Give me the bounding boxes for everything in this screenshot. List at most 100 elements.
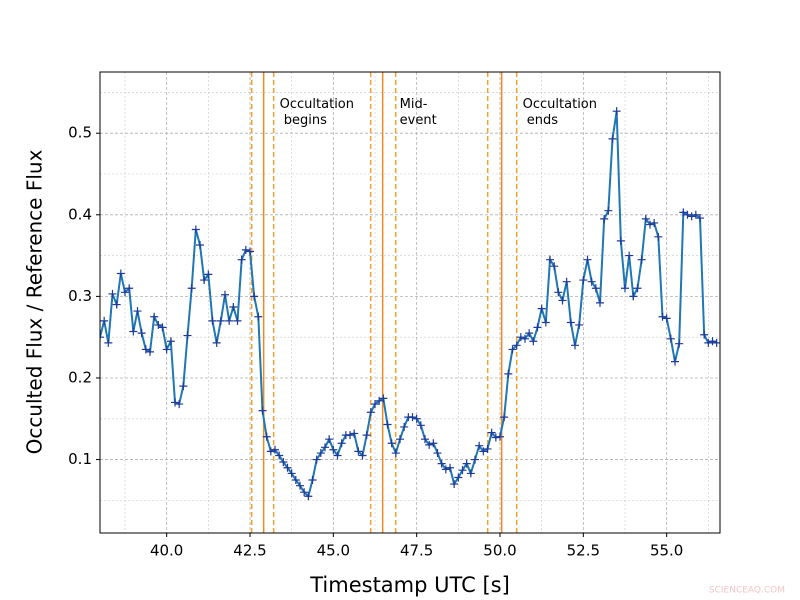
y-tick-label: 0.4 [68,205,92,223]
point-marker [421,435,429,444]
point-marker [475,441,484,450]
point-marker [379,394,388,403]
point-marker [112,300,121,309]
point-marker [696,214,704,223]
point-marker [416,421,425,430]
point-marker [508,345,517,354]
point-marker [604,206,613,215]
point-marker [316,449,325,458]
x-tick-label: 55.0 [650,542,683,560]
watermark: SCIENCEAQ.COM [709,586,785,596]
point-marker [121,288,129,297]
point-marker [179,382,188,391]
point-marker [575,320,584,329]
point-marker [425,440,434,449]
point-marker [100,316,109,325]
point-marker [658,312,667,321]
point-marker [346,431,354,440]
point-marker [708,337,717,346]
point-marker [216,316,225,325]
point-marker [396,435,404,444]
y-tick-label: 0.2 [68,368,92,386]
point-marker [358,451,367,460]
point-marker [204,270,213,279]
point-marker [458,466,467,475]
point-marker [262,432,271,441]
point-marker [383,420,392,429]
point-marker [108,289,117,298]
point-marker [308,475,317,484]
point-marker [287,469,296,478]
point-marker [637,255,646,264]
point-marker [146,347,154,356]
point-marker [291,475,300,484]
point-marker [608,134,617,143]
point-marker [187,284,196,293]
point-marker [387,439,396,448]
point-marker [212,338,221,347]
point-marker [571,341,579,350]
point-marker [529,337,538,346]
point-marker [437,459,446,468]
point-marker [162,345,171,354]
point-marker [491,433,500,442]
point-marker [154,320,163,329]
point-marker [429,439,438,448]
point-marker [441,465,450,474]
annotation: Occultation [280,97,354,112]
point-marker [275,451,284,460]
point-marker [591,284,600,293]
point-marker [612,107,621,116]
point-marker [362,431,371,440]
annotation: Mid- [400,97,428,112]
point-marker [271,445,279,454]
point-marker [504,369,513,378]
point-marker [496,432,504,441]
point-marker [175,400,184,409]
point-marker [666,334,675,343]
point-marker [633,284,642,293]
point-marker [691,210,700,219]
y-tick-label: 0.1 [68,450,92,468]
point-marker [279,458,288,467]
point-marker [375,396,384,405]
point-marker [654,232,663,241]
point-marker [558,296,567,305]
point-marker [466,469,475,478]
point-marker [100,333,104,342]
point-marker [446,463,454,472]
point-marker [462,459,471,468]
point-marker [116,269,125,278]
point-marker [687,212,696,221]
point-marker [200,276,209,285]
point-marker [241,245,250,254]
point-marker [137,329,146,338]
point-marker [450,480,459,489]
point-marker [712,338,720,347]
point-marker [454,473,463,482]
point-marker [258,406,267,415]
point-marker [433,449,442,458]
series-line [100,111,718,499]
point-marker [171,398,179,407]
x-tick-label: 47.5 [400,542,433,560]
point-marker [516,333,525,342]
point-marker [579,276,588,285]
point-marker [221,290,229,299]
point-marker [246,247,254,256]
point-marker [371,400,379,409]
point-marker [333,451,342,460]
point-marker [354,447,363,456]
point-marker [321,443,329,452]
point-marker [566,318,575,327]
point-marker [583,255,592,264]
point-marker [471,455,479,464]
point-marker [329,445,338,454]
point-marker [675,339,684,348]
x-axis-label: Timestamp UTC [s] [309,573,510,597]
point-marker [629,292,638,301]
point-marker [554,288,563,297]
annotation: begins [280,113,327,128]
point-marker [683,210,692,219]
